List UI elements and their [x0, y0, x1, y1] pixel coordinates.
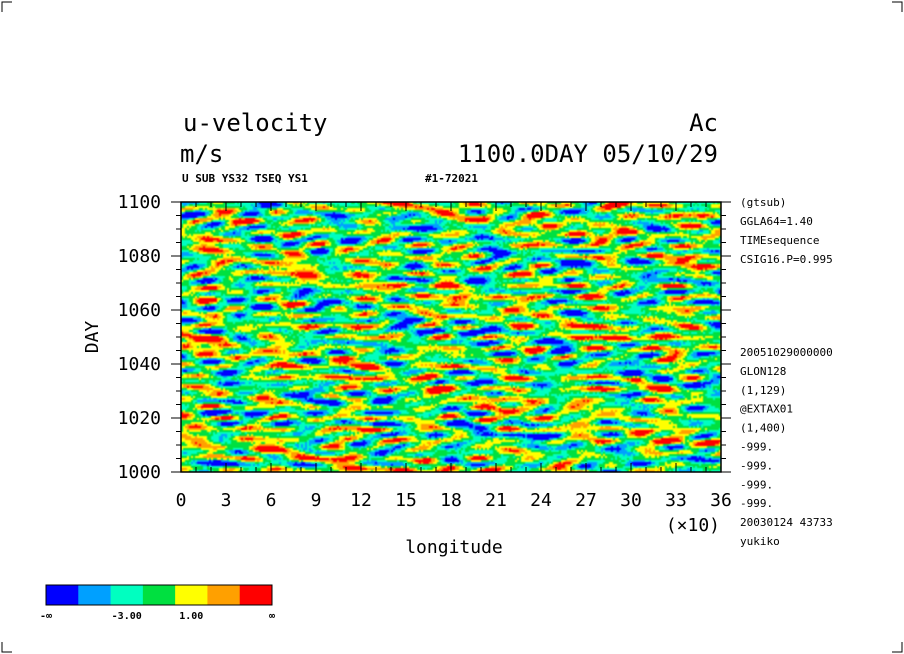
side-info-line: -999. — [740, 459, 773, 472]
side-info-line: TIMEsequence — [740, 234, 819, 247]
x-tick-label: 24 — [530, 490, 552, 511]
side-info-line: (1,129) — [740, 384, 786, 397]
side-info-line: -999. — [740, 441, 773, 454]
side-info-line: -999. — [740, 478, 773, 491]
legend-swatch — [110, 585, 144, 605]
x-tick-label: 15 — [395, 490, 417, 511]
side-info-line: 20051029000000 — [740, 346, 833, 359]
side-info-line: (gtsub) — [740, 196, 786, 209]
variable-title: u-velocity — [183, 109, 328, 137]
side-info-line: (1,400) — [740, 422, 786, 435]
y-tick-label: 1020 — [118, 408, 161, 429]
x-tick-label: 3 — [221, 490, 232, 511]
heatmap-field — [181, 202, 721, 472]
experiment-code: Ac — [689, 109, 718, 137]
y-tick-label: 1100 — [118, 192, 161, 213]
side-info-top: (gtsub) GGLA64=1.40 TIMEsequence CSIG16.P=0… — [740, 196, 833, 266]
x-axis-multiplier: (×10) — [666, 515, 720, 536]
side-info-line: @EXTAX01 — [740, 403, 793, 416]
legend-frame — [45, 584, 273, 606]
color-legend: -∞ -3.00 1.00 ∞ — [40, 584, 275, 622]
units-label: m/s — [180, 140, 223, 168]
side-info-line: 20030124 43733 — [740, 516, 833, 529]
x-tick-label: 30 — [620, 490, 642, 511]
x-tick-label: 9 — [311, 490, 322, 511]
legend-label: ∞ — [269, 611, 275, 622]
x-tick-label: 27 — [575, 490, 597, 511]
x-tick-label: 0 — [176, 490, 187, 511]
run-id: #1-72021 — [425, 172, 478, 185]
legend-swatch — [239, 585, 273, 605]
y-tick-label: 1080 — [118, 246, 161, 267]
legend-label: -∞ — [40, 611, 52, 622]
x-tick-label: 21 — [485, 490, 507, 511]
legend-swatch — [175, 585, 208, 605]
legend-swatch — [207, 585, 241, 605]
side-info-line: -999. — [740, 497, 773, 510]
axis-ticks: 0 3 6 9 12 15 18 21 24 27 30 33 36100010201040106010… — [118, 192, 732, 511]
x-tick-label: 33 — [665, 490, 687, 511]
legend-label: 1.00 — [179, 611, 203, 622]
x-tick-label: 12 — [350, 490, 372, 511]
side-info-bottom: 20051029000000 GLON128 (1,129) @EXTAX01 (1,4… — [740, 346, 833, 548]
x-tick-label: 18 — [440, 490, 462, 511]
side-info-line: GLON128 — [740, 365, 786, 378]
time-label: 1100.0DAY 05/10/29 — [458, 140, 718, 168]
side-info-line: GGLA64=1.40 — [740, 215, 813, 228]
legend-label: -3.00 — [112, 611, 142, 622]
x-tick-label: 36 — [710, 490, 732, 511]
y-tick-label: 1040 — [118, 354, 161, 375]
legend-swatch — [142, 585, 176, 605]
x-tick-label: 6 — [266, 490, 277, 511]
side-info-line: CSIG16.P=0.995 — [740, 253, 833, 266]
y-axis-label: DAY — [82, 321, 103, 354]
y-tick-label: 1000 — [118, 462, 161, 483]
legend-swatch — [46, 585, 79, 605]
side-info-line: yukiko — [740, 535, 780, 548]
dataset-line: U SUB YS32 TSEQ YS1 — [182, 172, 308, 185]
legend-swatch — [78, 585, 112, 605]
x-axis-label: longitude — [405, 537, 503, 558]
y-tick-label: 1060 — [118, 300, 161, 321]
